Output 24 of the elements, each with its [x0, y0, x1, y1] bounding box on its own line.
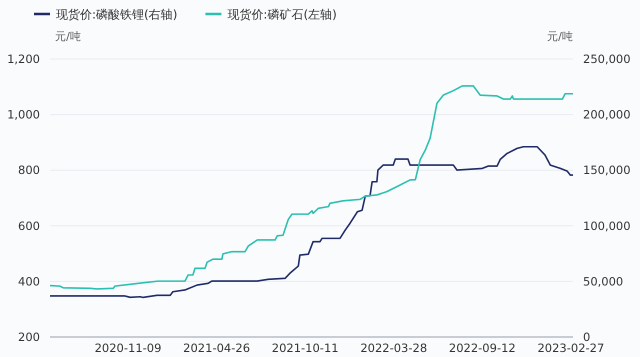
y-tick-label: 400 [18, 274, 40, 288]
y2-tick-label: 100,000 [583, 218, 631, 233]
y-tick-label: 1,200 [7, 52, 40, 66]
y-tick-label: 1,000 [7, 108, 40, 122]
y2-tick-label: 0 [583, 330, 590, 344]
x-tick-label: 2021-10-11 [272, 341, 339, 355]
x-tick-label: 2022-03-28 [360, 341, 428, 355]
legend-label: 现货价:磷酸铁锂(右轴) [56, 8, 178, 22]
y2-axis-title: 元/吨 [547, 30, 573, 43]
y2-tick-label: 200,000 [583, 108, 631, 122]
y-axis-title: 元/吨 [55, 30, 81, 43]
legend-label: 现货价:磷矿石(左轴) [227, 8, 337, 22]
y2-tick-label: 150,000 [583, 163, 631, 178]
x-tick-label: 2022-09-12 [448, 341, 516, 355]
y-tick-label: 200 [18, 330, 40, 344]
y2-tick-label: 50,000 [583, 274, 624, 288]
y2-tick-label: 250,000 [583, 52, 631, 66]
line-series [49, 85, 574, 290]
x-tick-label: 2023-02-27 [537, 341, 604, 355]
x-tick-label: 2020-11-09 [94, 341, 162, 355]
y-tick-label: 600 [18, 218, 40, 233]
line-series [49, 146, 574, 298]
x-tick-label: 2021-04-26 [183, 341, 250, 355]
y-tick-label: 800 [18, 163, 40, 178]
